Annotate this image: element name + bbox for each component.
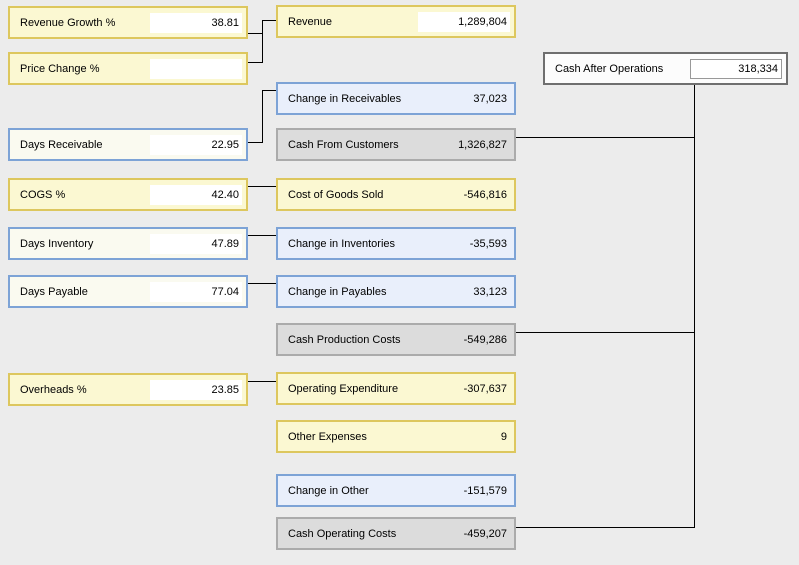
connector-line — [248, 381, 276, 382]
box-operating-expenditure: Operating Expenditure -307,637 — [276, 372, 516, 405]
cogs-value-field[interactable]: 42.40 — [150, 184, 242, 205]
revenue-growth-label: Revenue Growth % — [20, 16, 116, 29]
box-cogs: COGS % 42.40 — [8, 178, 248, 211]
cash-from-customers-label: Cash From Customers — [288, 138, 399, 151]
other-expenses-value: 9 — [500, 430, 507, 443]
change-in-receivables-label: Change in Receivables — [288, 92, 402, 105]
other-expenses-label: Other Expenses — [288, 430, 367, 443]
box-cash-after-operations: Cash After Operations 318,334 — [543, 52, 788, 85]
cash-after-operations-value-field[interactable]: 318,334 — [690, 58, 782, 79]
box-change-in-receivables: Change in Receivables 37,023 — [276, 82, 516, 115]
box-cash-operating-costs: Cash Operating Costs -459,207 — [276, 517, 516, 550]
connector-line — [262, 20, 276, 21]
change-in-other-value: -151,579 — [463, 484, 507, 497]
price-change-value-field[interactable] — [150, 58, 242, 79]
price-change-label: Price Change % — [20, 62, 100, 75]
connector-line — [262, 20, 263, 63]
days-inventory-label: Days Inventory — [20, 237, 94, 250]
overheads-label: Overheads % — [20, 383, 87, 396]
revenue-growth-value-field[interactable]: 38.81 — [150, 12, 242, 33]
cash-from-customers-value: 1,326,827 — [458, 138, 507, 151]
cogs-label: COGS % — [20, 188, 66, 201]
operating-expenditure-label: Operating Expenditure — [288, 382, 399, 395]
cash-production-costs-label: Cash Production Costs — [288, 333, 401, 346]
days-payable-label: Days Payable — [20, 285, 88, 298]
cash-operating-costs-value: -459,207 — [463, 527, 507, 540]
connector-line — [694, 85, 695, 528]
connector-line — [248, 33, 262, 34]
cash-production-costs-value: -549,286 — [463, 333, 507, 346]
connector-line — [262, 90, 263, 143]
connector-line — [248, 186, 276, 187]
box-cost-of-goods-sold: Cost of Goods Sold -546,816 — [276, 178, 516, 211]
revenue-value-field[interactable]: 1,289,804 — [418, 11, 510, 32]
box-change-in-payables: Change in Payables 33,123 — [276, 275, 516, 308]
operating-expenditure-value: -307,637 — [463, 382, 507, 395]
connector-line — [248, 235, 276, 236]
change-in-inventories-label: Change in Inventories — [288, 237, 396, 250]
box-change-in-inventories: Change in Inventories -35,593 — [276, 227, 516, 260]
box-days-receivable: Days Receivable 22.95 — [8, 128, 248, 161]
box-overheads: Overheads % 23.85 — [8, 373, 248, 406]
box-revenue-growth: Revenue Growth % 38.81 — [8, 6, 248, 39]
box-price-change: Price Change % — [8, 52, 248, 85]
cost-of-goods-sold-label: Cost of Goods Sold — [288, 188, 384, 201]
days-inventory-value-field[interactable]: 47.89 — [150, 233, 242, 254]
box-days-inventory: Days Inventory 47.89 — [8, 227, 248, 260]
change-in-payables-value: 33,123 — [473, 285, 507, 298]
change-in-inventories-value: -35,593 — [469, 237, 507, 250]
connector-line — [516, 137, 694, 138]
connector-line — [248, 62, 262, 63]
connector-line — [516, 527, 694, 528]
connector-line — [516, 332, 694, 333]
change-in-other-label: Change in Other — [288, 484, 369, 497]
box-revenue: Revenue 1,289,804 — [276, 5, 516, 38]
connector-line — [248, 283, 276, 284]
days-payable-value-field[interactable]: 77.04 — [150, 281, 242, 302]
box-other-expenses: Other Expenses 9 — [276, 420, 516, 453]
box-change-in-other: Change in Other -151,579 — [276, 474, 516, 507]
revenue-label: Revenue — [288, 15, 333, 28]
box-cash-production-costs: Cash Production Costs -549,286 — [276, 323, 516, 356]
connector-line — [248, 142, 262, 143]
cost-of-goods-sold-value: -546,816 — [463, 188, 507, 201]
box-days-payable: Days Payable 77.04 — [8, 275, 248, 308]
cash-after-operations-label: Cash After Operations — [555, 62, 664, 75]
change-in-receivables-value: 37,023 — [473, 92, 507, 105]
cash-operating-costs-label: Cash Operating Costs — [288, 527, 397, 540]
change-in-payables-label: Change in Payables — [288, 285, 387, 298]
box-cash-from-customers: Cash From Customers 1,326,827 — [276, 128, 516, 161]
days-receivable-label: Days Receivable — [20, 138, 103, 151]
overheads-value-field[interactable]: 23.85 — [150, 379, 242, 400]
connector-line — [262, 90, 276, 91]
days-receivable-value-field[interactable]: 22.95 — [150, 134, 242, 155]
